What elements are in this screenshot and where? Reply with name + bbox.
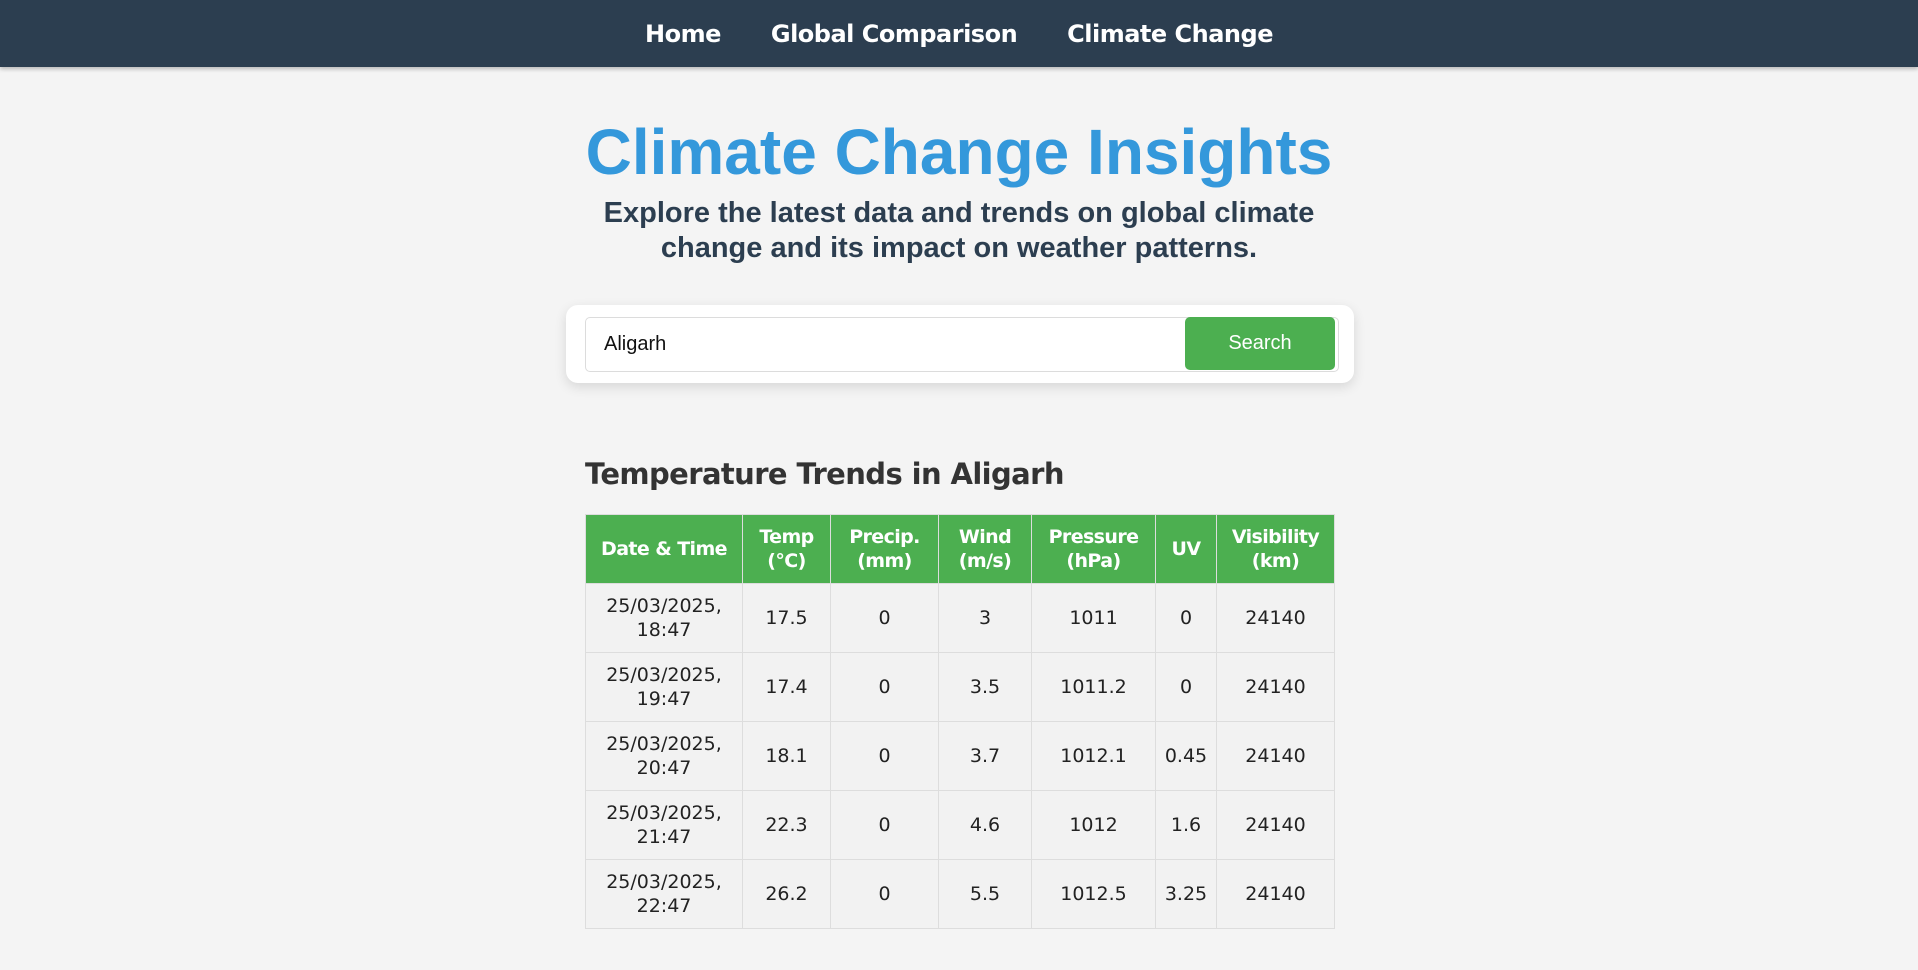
cell-wind: 5.5 [938,859,1032,929]
cell-wind: 4.6 [938,790,1032,860]
cell-date-time: 25/03/2025, 19:47 [585,652,743,722]
cell-visibility: 24140 [1216,721,1335,791]
cell-time: 19:47 [636,688,692,710]
cell-uv: 1.6 [1155,790,1217,860]
column-header-visibility-label: Visibility [1231,526,1320,548]
cell-temp: 18.1 [742,721,831,791]
table-row: 25/03/2025, 21:47 22.3 0 4.6 1012 1.6 241… [585,790,1335,860]
cell-uv: 0 [1155,652,1217,722]
cell-precip: 0 [830,790,939,860]
column-header-pressure-label: Pressure [1048,526,1139,548]
column-header-date-time-label: Date & Time [601,538,728,560]
cell-precip: 0 [830,721,939,791]
cell-date: 25/03/2025, [606,664,722,686]
table-row: 25/03/2025, 18:47 17.5 0 3 1011 0 24140 [585,583,1335,653]
cell-temp: 26.2 [742,859,831,929]
cell-date-time: 25/03/2025, 20:47 [585,721,743,791]
cell-precip: 0 [830,652,939,722]
cell-time: 22:47 [636,895,692,917]
cell-visibility: 24140 [1216,790,1335,860]
column-header-pressure-unit: (hPa) [1066,550,1121,572]
cell-time: 21:47 [636,826,692,848]
column-header-temp-unit: (°C) [767,550,806,572]
cell-date: 25/03/2025, [606,733,722,755]
cell-pressure: 1011 [1031,583,1156,653]
cell-wind: 3.5 [938,652,1032,722]
column-header-uv: UV [1155,514,1217,584]
cell-date: 25/03/2025, [606,595,722,617]
column-header-temp: Temp (°C) [742,514,831,584]
column-header-wind-label: Wind [958,526,1012,548]
cell-date-time: 25/03/2025, 22:47 [585,859,743,929]
column-header-date-time: Date & Time [585,514,743,584]
table-row: 25/03/2025, 22:47 26.2 0 5.5 1012.5 3.25 … [585,859,1335,929]
column-header-temp-label: Temp [759,526,814,548]
cell-temp: 17.5 [742,583,831,653]
cell-pressure: 1012.1 [1031,721,1156,791]
cell-date: 25/03/2025, [606,871,722,893]
cell-wind: 3 [938,583,1032,653]
table-row: 25/03/2025, 19:47 17.4 0 3.5 1011.2 0 241… [585,652,1335,722]
cell-temp: 22.3 [742,790,831,860]
cell-wind: 3.7 [938,721,1032,791]
table-row: 25/03/2025, 20:47 18.1 0 3.7 1012.1 0.45 … [585,721,1335,791]
cell-visibility: 24140 [1216,583,1335,653]
column-header-wind: Wind (m/s) [938,514,1032,584]
page-title: Climate Change Insights [585,116,1333,188]
cell-pressure: 1011.2 [1031,652,1156,722]
cell-time: 18:47 [636,619,692,641]
cell-date: 25/03/2025, [606,802,722,824]
column-header-precip-label: Precip. [849,526,920,548]
search-button[interactable]: Search [1185,317,1335,370]
page-subtitle: Explore the latest data and trends on gl… [603,197,1315,264]
nav-link-home[interactable]: Home [645,19,721,48]
search-card: Search [566,305,1354,383]
nav-link-climate-change[interactable]: Climate Change [1067,19,1273,48]
cell-date-time: 25/03/2025, 21:47 [585,790,743,860]
table-header-row: Date & Time Temp (°C) Precip. (mm) Wind (m/… [585,514,1335,584]
cell-precip: 0 [830,859,939,929]
trends-heading: Temperature Trends in Aligarh [585,457,1065,491]
column-header-precip-unit: (mm) [857,550,912,572]
cell-visibility: 24140 [1216,652,1335,722]
cell-temp: 17.4 [742,652,831,722]
cell-uv: 3.25 [1155,859,1217,929]
cell-pressure: 1012.5 [1031,859,1156,929]
cell-uv: 0.45 [1155,721,1217,791]
column-header-visibility-unit: (km) [1251,550,1300,572]
cell-uv: 0 [1155,583,1217,653]
column-header-wind-unit: (m/s) [958,550,1012,572]
column-header-uv-label: UV [1171,538,1202,560]
column-header-precip: Precip. (mm) [830,514,939,584]
nav-link-global-comparison[interactable]: Global Comparison [770,19,1018,48]
top-navbar: Home Global Comparison Climate Change [0,0,1918,67]
cell-date-time: 25/03/2025, 18:47 [585,583,743,653]
column-header-visibility: Visibility (km) [1216,514,1335,584]
cell-pressure: 1012 [1031,790,1156,860]
cell-precip: 0 [830,583,939,653]
temperature-trends-table: Date & Time Temp (°C) Precip. (mm) Wind (m/… [585,514,1335,929]
cell-time: 20:47 [636,757,692,779]
column-header-pressure: Pressure (hPa) [1031,514,1156,584]
cell-visibility: 24140 [1216,859,1335,929]
